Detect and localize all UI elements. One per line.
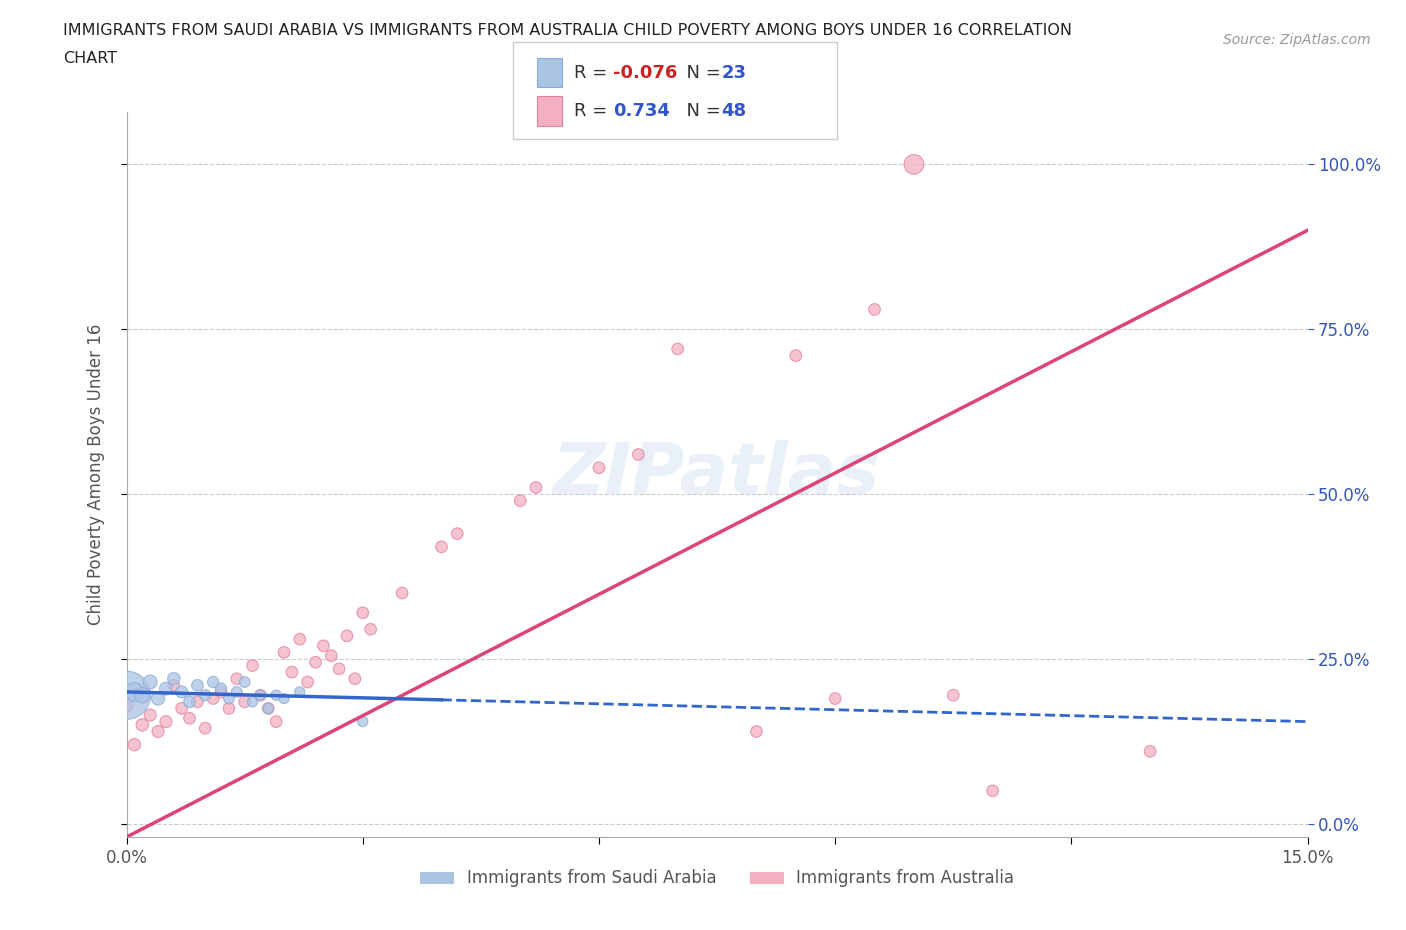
Point bbox=[863, 302, 886, 317]
Point bbox=[209, 681, 232, 696]
Point bbox=[163, 678, 186, 693]
Point bbox=[446, 526, 468, 541]
Point bbox=[233, 695, 256, 710]
Text: Source: ZipAtlas.com: Source: ZipAtlas.com bbox=[1223, 33, 1371, 46]
Point bbox=[115, 698, 138, 712]
Text: ZIPatlas: ZIPatlas bbox=[554, 440, 880, 509]
Point bbox=[981, 783, 1004, 798]
Point bbox=[146, 724, 169, 739]
Text: 0.734: 0.734 bbox=[613, 101, 669, 120]
Text: R =: R = bbox=[574, 101, 613, 120]
Point bbox=[139, 708, 162, 723]
Point bbox=[179, 711, 201, 725]
Point bbox=[115, 688, 138, 703]
Point bbox=[202, 674, 225, 689]
Point bbox=[202, 691, 225, 706]
Point bbox=[273, 691, 295, 706]
Point bbox=[352, 714, 374, 729]
Point bbox=[131, 688, 153, 703]
Point bbox=[225, 684, 247, 699]
Point bbox=[194, 721, 217, 736]
Point bbox=[242, 695, 264, 710]
Point bbox=[242, 658, 264, 673]
Point bbox=[249, 688, 271, 703]
Point bbox=[155, 681, 177, 696]
Text: IMMIGRANTS FROM SAUDI ARABIA VS IMMIGRANTS FROM AUSTRALIA CHILD POVERTY AMONG BO: IMMIGRANTS FROM SAUDI ARABIA VS IMMIGRAN… bbox=[63, 23, 1073, 38]
Point bbox=[264, 688, 287, 703]
Point bbox=[336, 629, 359, 644]
Point bbox=[328, 661, 350, 676]
Point bbox=[627, 447, 650, 462]
Point bbox=[124, 737, 146, 752]
Point bbox=[273, 644, 295, 659]
Point bbox=[745, 724, 768, 739]
Point bbox=[131, 717, 153, 732]
Point bbox=[233, 674, 256, 689]
Text: N =: N = bbox=[675, 101, 727, 120]
Point bbox=[146, 691, 169, 706]
Point bbox=[194, 688, 217, 703]
Text: 48: 48 bbox=[721, 101, 747, 120]
Point bbox=[264, 714, 287, 729]
Point bbox=[257, 701, 280, 716]
Point bbox=[785, 348, 807, 363]
Point bbox=[824, 691, 846, 706]
Point bbox=[139, 674, 162, 689]
Point bbox=[666, 341, 689, 356]
Point bbox=[257, 701, 280, 716]
Point bbox=[903, 157, 925, 172]
Text: CHART: CHART bbox=[63, 51, 117, 66]
Point bbox=[124, 684, 146, 699]
Legend: Immigrants from Saudi Arabia, Immigrants from Australia: Immigrants from Saudi Arabia, Immigrants… bbox=[413, 863, 1021, 894]
Point bbox=[312, 638, 335, 653]
Point bbox=[942, 688, 965, 703]
Point bbox=[360, 622, 382, 637]
Point bbox=[288, 631, 311, 646]
Point bbox=[1139, 744, 1161, 759]
Point bbox=[218, 701, 240, 716]
Y-axis label: Child Poverty Among Boys Under 16: Child Poverty Among Boys Under 16 bbox=[87, 324, 105, 625]
Point bbox=[588, 460, 610, 475]
Point bbox=[391, 586, 413, 601]
Text: N =: N = bbox=[675, 63, 727, 82]
Point bbox=[288, 684, 311, 699]
Point bbox=[343, 671, 366, 686]
Point bbox=[524, 480, 547, 495]
Point bbox=[352, 605, 374, 620]
Point bbox=[249, 688, 271, 703]
Point bbox=[297, 674, 319, 689]
Point bbox=[304, 655, 326, 670]
Point bbox=[321, 648, 343, 663]
Text: -0.076: -0.076 bbox=[613, 63, 678, 82]
Text: 23: 23 bbox=[721, 63, 747, 82]
Point bbox=[509, 493, 531, 508]
Point bbox=[163, 671, 186, 686]
Point bbox=[179, 695, 201, 710]
Point bbox=[186, 695, 208, 710]
Point bbox=[218, 691, 240, 706]
Point bbox=[155, 714, 177, 729]
Point bbox=[430, 539, 453, 554]
Point bbox=[170, 701, 193, 716]
Point bbox=[281, 665, 304, 680]
Point bbox=[209, 684, 232, 699]
Point bbox=[225, 671, 247, 686]
Point bbox=[170, 684, 193, 699]
Point bbox=[186, 678, 208, 693]
Text: R =: R = bbox=[574, 63, 613, 82]
